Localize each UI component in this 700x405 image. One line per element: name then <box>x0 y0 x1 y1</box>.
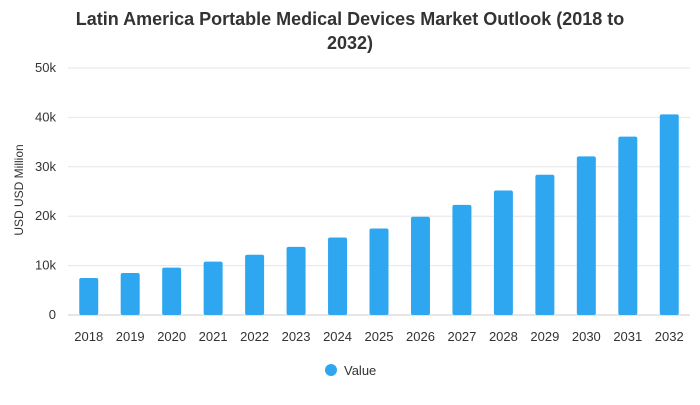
x-tick-label: 2029 <box>530 329 559 344</box>
y-tick-label: 10k <box>35 258 56 273</box>
x-tick-label: 2031 <box>613 329 642 344</box>
bar-2021[interactable] <box>203 261 223 315</box>
bar-2028[interactable] <box>493 190 513 315</box>
bar-2018[interactable] <box>79 277 99 315</box>
y-tick-layer: 0 10k 20k 30k 40k 50k <box>35 60 56 322</box>
legend-marker-icon <box>325 364 337 376</box>
x-tick-label: 2027 <box>447 329 476 344</box>
x-tick-label: 2023 <box>282 329 311 344</box>
bar-2026[interactable] <box>410 216 430 315</box>
x-tick-label: 2028 <box>489 329 518 344</box>
x-tick-label: 2021 <box>199 329 228 344</box>
bar-2029[interactable] <box>535 174 555 315</box>
x-tick-label: 2020 <box>157 329 186 344</box>
bar-2022[interactable] <box>245 254 265 315</box>
y-tick-label: 30k <box>35 159 56 174</box>
y-axis-title: USD USD Million <box>12 144 26 235</box>
x-tick-layer: 2018 2019 2020 2021 2022 2023 2024 2025 2026 2027… <box>74 329 683 344</box>
y-tick-label: 50k <box>35 60 56 75</box>
legend[interactable]: Value <box>325 363 376 378</box>
x-tick-label: 2022 <box>240 329 269 344</box>
x-tick-label: 2018 <box>74 329 103 344</box>
chart-title-line-1: Latin America Portable Medical Devices M… <box>76 9 625 29</box>
x-tick-label: 2030 <box>572 329 601 344</box>
y-tick-label: 20k <box>35 208 56 223</box>
bar-2023[interactable] <box>286 246 306 315</box>
bar-layer <box>79 114 679 315</box>
y-tick-label: 40k <box>35 109 56 124</box>
bar-2027[interactable] <box>452 204 472 315</box>
bar-2019[interactable] <box>120 273 140 315</box>
x-tick-label: 2025 <box>365 329 394 344</box>
x-tick-label: 2024 <box>323 329 352 344</box>
bar-2030[interactable] <box>576 156 596 315</box>
bar-2032[interactable] <box>659 114 679 315</box>
bar-2020[interactable] <box>162 267 182 315</box>
x-tick-label: 2032 <box>655 329 684 344</box>
bar-2025[interactable] <box>369 228 389 315</box>
bar-2024[interactable] <box>328 237 348 315</box>
chart-title-line-2: 2032) <box>327 33 373 53</box>
x-tick-label: 2019 <box>116 329 145 344</box>
y-tick-label: 0 <box>49 307 56 322</box>
bar-2031[interactable] <box>618 136 638 315</box>
x-tick-label: 2026 <box>406 329 435 344</box>
legend-label: Value <box>344 363 376 378</box>
